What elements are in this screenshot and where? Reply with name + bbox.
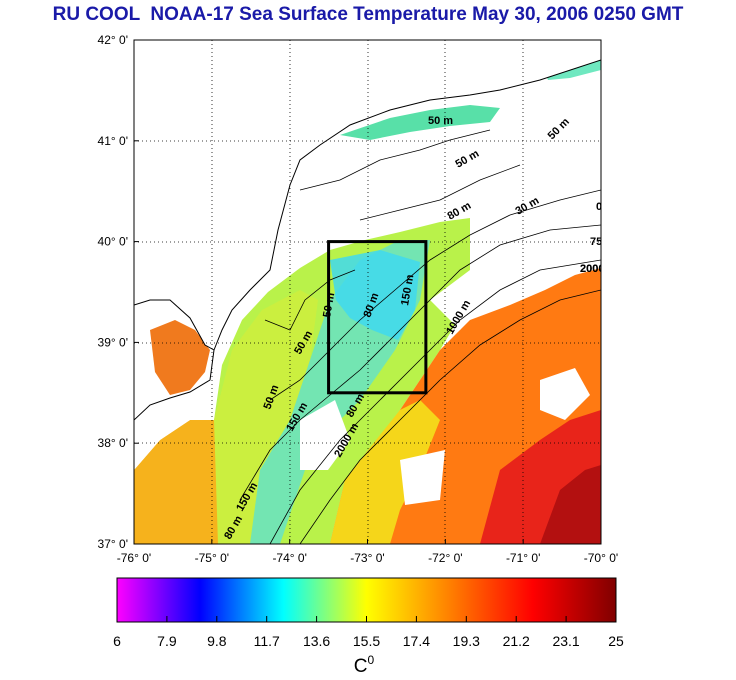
contour-80m (269, 189, 601, 401)
study-area-box (327, 240, 428, 395)
lat-tick-label: 38° 0' (98, 436, 128, 450)
coastline (213, 59, 601, 351)
lat-tick-label: 40° 0' (98, 235, 128, 249)
sst-warm-nearshore (134, 420, 218, 544)
lat-tick-label: 41° 0' (98, 134, 128, 148)
contour-150m (239, 224, 601, 501)
cloud-patch (540, 368, 590, 420)
lat-tick-label: 37° 0' (98, 537, 128, 551)
cloud-patch (400, 450, 445, 505)
lon-tick-label: -76° 0' (117, 551, 151, 565)
sst-yellow-band (330, 400, 440, 544)
contour-2000m (299, 289, 601, 544)
contour-label: 50 m (428, 115, 453, 127)
lon-tick-label: -71° 0' (506, 551, 540, 565)
contour-50m (299, 129, 491, 191)
lon-tick-label: -72° 0' (428, 551, 462, 565)
land-northeast (134, 40, 601, 350)
lon-tick-label: -75° 0' (195, 551, 229, 565)
sst-cool-patch (330, 250, 420, 340)
sst-offshore-hot-core (540, 465, 601, 544)
contour-label: 0 (596, 201, 602, 213)
contour-inner (359, 164, 521, 221)
contour-label: 2000 m (580, 263, 618, 275)
cloud-patch (430, 270, 480, 330)
land-delmarva (134, 380, 214, 470)
contour-label: 200 (580, 263, 598, 275)
contour-50m (264, 269, 356, 331)
sst-inner-shelf (214, 290, 318, 544)
contour-1000m (269, 259, 601, 544)
lon-tick-label: -73° 0' (350, 551, 384, 565)
lat-tick-label: 39° 0' (98, 335, 128, 349)
lat-tick-label: 42° 0' (98, 33, 128, 47)
coastline (134, 299, 215, 421)
cloud-patch (300, 400, 350, 470)
sst-bay-water (150, 320, 210, 395)
lon-tick-label: -70° 0' (584, 551, 618, 565)
lon-tick-label: -74° 0' (272, 551, 306, 565)
map-title: RU COOL NOAA-17 Sea Surface Temperature … (52, 4, 684, 25)
graticule (134, 40, 601, 544)
sst-northern-strip (340, 105, 500, 140)
contour-label: 75 (590, 236, 602, 248)
contour-label: 150 m (399, 274, 416, 307)
